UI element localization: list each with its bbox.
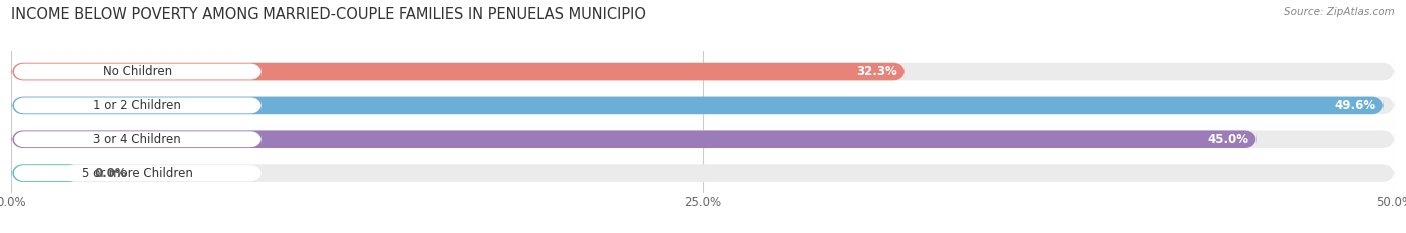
Text: Source: ZipAtlas.com: Source: ZipAtlas.com (1284, 7, 1395, 17)
Text: 1 or 2 Children: 1 or 2 Children (93, 99, 181, 112)
Text: 5 or more Children: 5 or more Children (82, 167, 193, 180)
Text: 0.0%: 0.0% (94, 167, 127, 180)
FancyBboxPatch shape (13, 64, 262, 79)
FancyBboxPatch shape (11, 97, 1384, 114)
Text: INCOME BELOW POVERTY AMONG MARRIED-COUPLE FAMILIES IN PENUELAS MUNICIPIO: INCOME BELOW POVERTY AMONG MARRIED-COUPL… (11, 7, 647, 22)
Text: 45.0%: 45.0% (1208, 133, 1249, 146)
FancyBboxPatch shape (13, 165, 262, 181)
Text: 49.6%: 49.6% (1334, 99, 1375, 112)
FancyBboxPatch shape (11, 63, 905, 80)
FancyBboxPatch shape (13, 97, 262, 113)
FancyBboxPatch shape (11, 97, 1395, 114)
FancyBboxPatch shape (11, 130, 1257, 148)
FancyBboxPatch shape (11, 164, 80, 182)
FancyBboxPatch shape (11, 164, 1395, 182)
Text: 3 or 4 Children: 3 or 4 Children (93, 133, 181, 146)
Text: No Children: No Children (103, 65, 172, 78)
Text: 32.3%: 32.3% (856, 65, 897, 78)
FancyBboxPatch shape (11, 130, 1395, 148)
FancyBboxPatch shape (11, 63, 1395, 80)
FancyBboxPatch shape (13, 131, 262, 147)
